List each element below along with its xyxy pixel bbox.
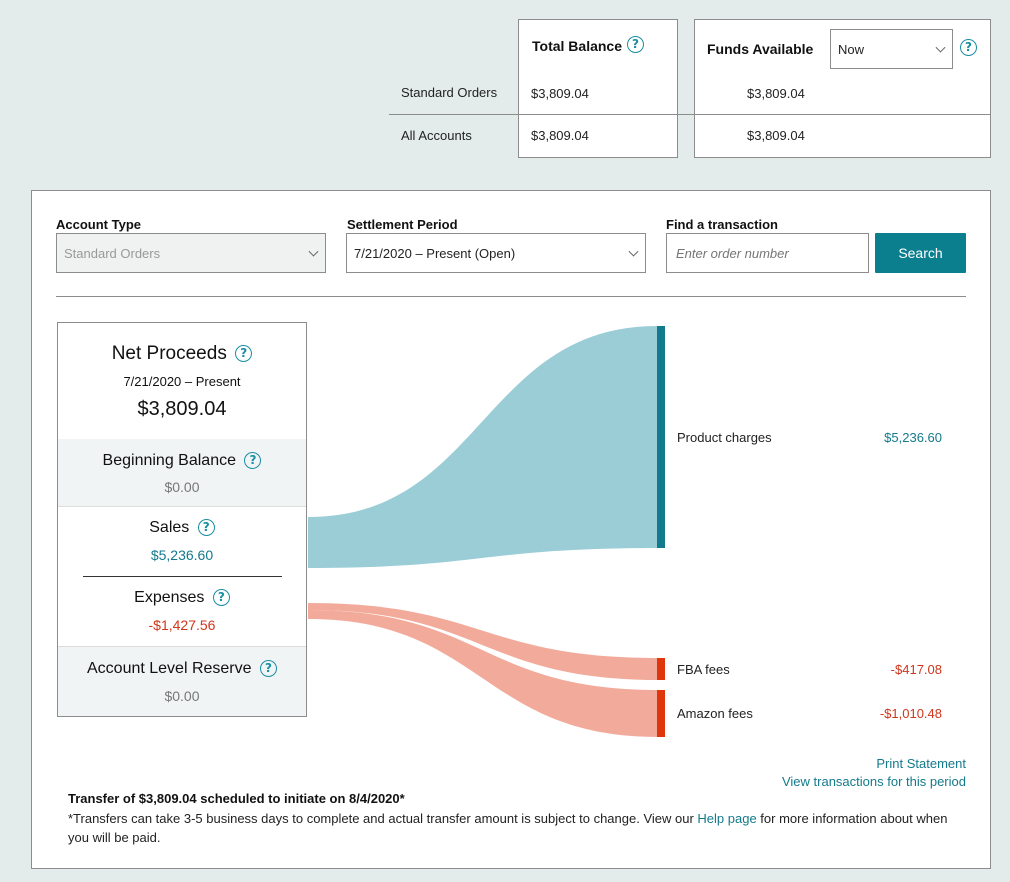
transfer-headline: Transfer of $3,809.04 scheduled to initi… xyxy=(68,791,405,806)
net-proceeds-summary: Net Proceeds ? 7/21/2020 – Present $3,80… xyxy=(57,322,307,717)
find-transaction-label: Find a transaction xyxy=(666,217,778,232)
beginning-balance-section: Beginning Balance ? $0.00 xyxy=(58,439,306,507)
funds-standard-orders: $3,809.04 xyxy=(747,86,805,101)
row-divider xyxy=(389,114,991,115)
help-icon[interactable]: ? xyxy=(235,345,253,362)
settlement-panel: Account Type Standard Orders Settlement … xyxy=(31,190,991,869)
view-transactions-link[interactable]: View transactions for this period xyxy=(781,774,966,789)
net-proceeds-section: Net Proceeds ? 7/21/2020 – Present $3,80… xyxy=(58,323,306,439)
help-icon[interactable]: ? xyxy=(960,39,977,56)
help-icon[interactable]: ? xyxy=(197,519,215,536)
reserve-value: $0.00 xyxy=(164,688,200,704)
total-balance-column: Total Balance ? $3,809.04 $3,809.04 xyxy=(518,19,678,158)
help-page-link[interactable]: Help page xyxy=(697,811,757,826)
amazon-fees-label: Amazon fees xyxy=(677,706,753,721)
amazon-fees-value: -$1,010.48 xyxy=(879,706,942,721)
funds-all-accounts: $3,809.04 xyxy=(747,128,805,143)
chevron-down-icon xyxy=(935,42,946,53)
total-all-accounts: $3,809.04 xyxy=(531,128,589,143)
search-button[interactable]: Search xyxy=(875,233,966,273)
funds-timing-value: Now xyxy=(838,42,865,57)
net-proceeds-period: 7/21/2020 – Present xyxy=(123,374,241,389)
amazon-fees-bar xyxy=(657,690,665,737)
fba-fees-flow xyxy=(308,603,658,680)
print-statement-link[interactable]: Print Statement xyxy=(876,756,966,771)
sales-value: $5,236.60 xyxy=(150,547,214,563)
proceeds-flow-diagram xyxy=(308,326,665,737)
fba-fees-bar xyxy=(657,658,665,680)
settlement-period-label: Settlement Period xyxy=(347,217,458,232)
product-charges-bar xyxy=(657,326,665,548)
net-proceeds-title: Net Proceeds xyxy=(111,343,227,364)
sales-title: Sales xyxy=(149,519,190,536)
help-icon[interactable]: ? xyxy=(212,589,230,606)
fba-fees-value: -$417.08 xyxy=(890,662,942,677)
account-type-value: Standard Orders xyxy=(64,246,161,261)
help-icon[interactable]: ? xyxy=(259,660,277,677)
transfer-note-text: *Transfers can take 3-5 business days to… xyxy=(68,811,698,826)
net-proceeds-value: $3,809.04 xyxy=(137,398,227,420)
funds-available-column: Funds Available Now ? $3,809.04 $3,809.0… xyxy=(694,19,991,158)
account-type-label: Account Type xyxy=(56,217,141,232)
account-level-reserve-section: Account Level Reserve ? $0.00 xyxy=(58,646,306,716)
expenses-value: -$1,427.56 xyxy=(148,617,216,633)
account-type-select[interactable]: Standard Orders xyxy=(56,233,326,273)
filter-divider xyxy=(56,296,966,297)
fba-fees-label: FBA fees xyxy=(677,662,730,677)
beginning-balance-value: $0.00 xyxy=(164,479,200,495)
help-icon[interactable]: ? xyxy=(244,452,262,469)
funds-available-header: Funds Available xyxy=(707,41,814,57)
sales-flow xyxy=(308,326,658,568)
row-label-all-accounts: All Accounts xyxy=(401,128,472,143)
sales-divider xyxy=(83,576,282,577)
product-charges-value: $5,236.60 xyxy=(884,430,942,445)
order-number-input[interactable] xyxy=(666,233,869,273)
reserve-title: Account Level Reserve xyxy=(87,660,252,677)
total-standard-orders: $3,809.04 xyxy=(531,86,589,101)
transfer-note-text-end: for more information about when you will… xyxy=(68,811,948,845)
funds-timing-select[interactable]: Now xyxy=(830,29,953,69)
help-icon[interactable]: ? xyxy=(627,36,644,53)
sales-expenses-section: Sales ? $5,236.60 Expenses ? -$1,427.56 xyxy=(58,508,306,646)
expenses-title: Expenses xyxy=(134,589,205,606)
product-charges-label: Product charges xyxy=(677,430,772,445)
beginning-balance-title: Beginning Balance xyxy=(102,452,236,469)
row-label-standard-orders: Standard Orders xyxy=(401,85,498,100)
total-balance-header: Total Balance xyxy=(532,38,622,54)
settlement-period-select[interactable]: 7/21/2020 – Present (Open) xyxy=(346,233,646,273)
settlement-period-value: 7/21/2020 – Present (Open) xyxy=(354,246,516,261)
transfer-note: *Transfers can take 3-5 business days to… xyxy=(68,809,958,847)
amazon-fees-flow xyxy=(308,610,658,737)
